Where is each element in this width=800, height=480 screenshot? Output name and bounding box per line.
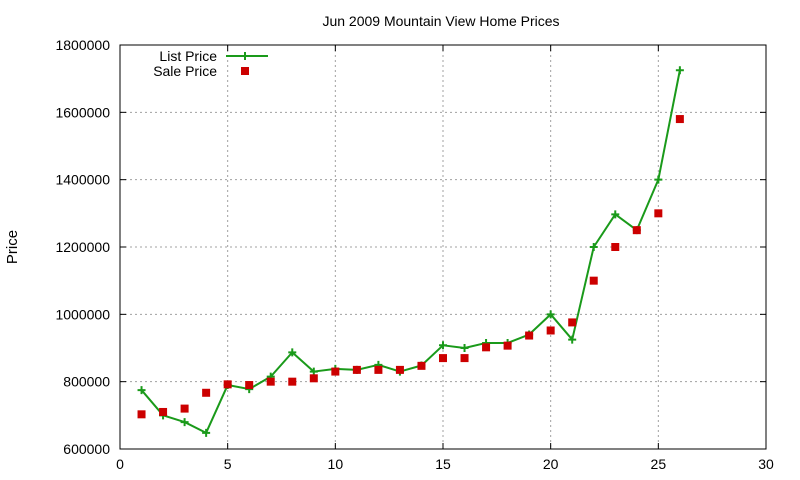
sale-price-point	[503, 341, 512, 350]
y-tick-label: 1600000	[55, 104, 110, 120]
legend-swatch-sale-price	[241, 67, 249, 75]
x-tick-label: 10	[328, 456, 344, 472]
sale-price-point	[374, 365, 383, 374]
sale-price-point	[331, 367, 340, 376]
list-price-point	[309, 367, 318, 376]
x-tick-label: 0	[116, 456, 124, 472]
sale-price-point	[589, 276, 598, 285]
list-price-point	[439, 341, 447, 350]
sale-price-point	[223, 380, 232, 389]
sale-price-point	[352, 365, 361, 374]
list-price-point	[654, 175, 663, 184]
list-price-point	[202, 428, 211, 437]
y-tick-label: 600000	[63, 441, 110, 457]
x-tick-label: 15	[435, 456, 451, 472]
list-price-point	[460, 344, 469, 352]
legend-label-sale-price: Sale Price	[153, 63, 217, 79]
sale-price-point	[654, 209, 663, 218]
sale-price-point	[266, 377, 275, 386]
y-tick-label: 1200000	[55, 239, 110, 255]
list-price-point	[589, 243, 598, 251]
list-price-point	[611, 210, 620, 219]
list-price-point	[288, 348, 297, 357]
list-price-point	[137, 386, 146, 395]
y-tick-label: 1800000	[55, 37, 110, 53]
sale-price-point	[546, 326, 555, 335]
list-price-point	[675, 66, 684, 75]
series	[137, 66, 684, 437]
x-tick-label: 20	[543, 456, 559, 472]
list-price-point	[546, 310, 555, 319]
y-tick-label: 800000	[63, 374, 110, 390]
legend-marker-list-price	[241, 52, 249, 60]
sale-price-point	[180, 404, 189, 413]
axis-ticks: 0 5 10 15 20 25 30 600000 800000 1000000 1200000 14…	[55, 37, 774, 472]
sale-price-point	[611, 243, 620, 251]
sale-price-point	[417, 361, 426, 370]
sale-price-point	[675, 115, 684, 124]
list-price-point	[180, 418, 189, 427]
chart-title: Jun 2009 Mountain View Home Prices	[322, 13, 559, 29]
legend: List Price Sale Price	[153, 48, 268, 79]
sale-price-point	[439, 354, 447, 363]
sale-price-point	[395, 365, 404, 374]
sale-price-point	[525, 331, 534, 340]
sale-price-point	[137, 410, 146, 419]
sale-price-point	[460, 354, 469, 363]
sale-price-point	[288, 377, 297, 386]
list-price-point	[568, 335, 577, 344]
list-price-line	[140, 70, 681, 434]
x-tick-label: 25	[651, 456, 667, 472]
grid	[120, 45, 766, 449]
sale-price-point	[202, 388, 211, 397]
sale-price-point	[309, 374, 318, 383]
legend-label-list-price: List Price	[159, 48, 217, 64]
sale-price-point	[632, 226, 641, 235]
y-tick-label: 1400000	[55, 172, 110, 188]
y-axis-label: Price	[4, 230, 21, 264]
sale-price-point	[245, 381, 254, 390]
y-tick-label: 1000000	[55, 306, 110, 322]
sale-price-point	[482, 343, 491, 352]
x-tick-label: 30	[758, 456, 774, 472]
x-tick-label: 5	[224, 456, 232, 472]
sale-price-point	[159, 407, 168, 416]
sale-price-point	[568, 318, 577, 327]
